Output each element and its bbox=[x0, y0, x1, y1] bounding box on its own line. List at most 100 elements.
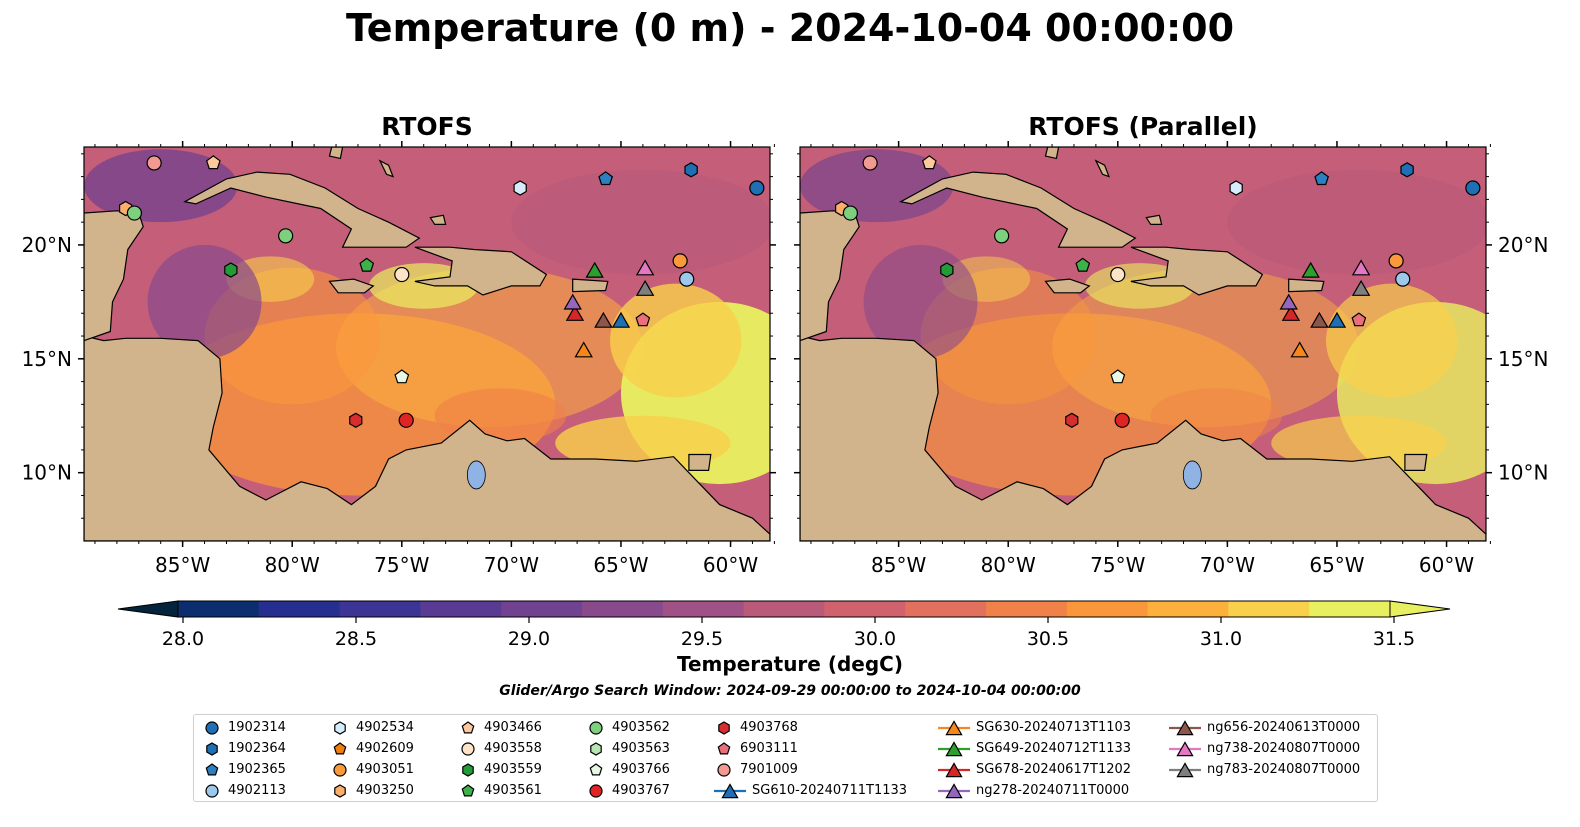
land-mass bbox=[688, 453, 712, 471]
legend-item: SG610-20240711T1133 bbox=[714, 780, 907, 801]
colorbar-tick-label: 30.5 bbox=[1027, 628, 1069, 650]
legend-marker bbox=[721, 782, 739, 798]
legend-item: ng738-20240807T0000 bbox=[1169, 738, 1360, 759]
land-mass bbox=[899, 171, 1137, 248]
legend-marker bbox=[945, 719, 963, 735]
lon-tick-label: 80°W bbox=[981, 553, 1036, 577]
colorbar-swatch bbox=[501, 601, 583, 617]
lon-tick-label: 75°W bbox=[1090, 553, 1145, 577]
marker-SG678-20240617T1202 bbox=[565, 305, 585, 321]
land-mass bbox=[1145, 214, 1163, 225]
legend-label: 4903563 bbox=[612, 741, 670, 756]
lon-tick-label: 85°W bbox=[155, 553, 210, 577]
land-mass bbox=[1094, 159, 1111, 178]
legend-swatch bbox=[589, 783, 603, 798]
legend-swatch bbox=[590, 741, 602, 756]
legend-item: 4903766 bbox=[586, 759, 670, 780]
lon-tick-label: 75°W bbox=[374, 553, 429, 577]
land-mass bbox=[1288, 278, 1325, 293]
temperature-patch bbox=[610, 283, 742, 398]
legend-column: 4903466 4903558 4903559 4903561 bbox=[458, 717, 542, 801]
legend-label: SG649-20240712T1133 bbox=[976, 741, 1132, 756]
legend-label: SG630-20240713T1103 bbox=[976, 720, 1132, 735]
legend-column: 1902314 1902364 1902365 4902113 bbox=[202, 717, 286, 801]
lat-tick-label: 15°N bbox=[1498, 347, 1548, 371]
lat-tick-label: 10°N bbox=[22, 461, 72, 485]
lon-tick-label: 60°W bbox=[1419, 553, 1474, 577]
marker-4903766 bbox=[1110, 369, 1126, 384]
legend-swatch bbox=[938, 740, 970, 756]
colorbar-swatch bbox=[339, 601, 421, 617]
colorbar-tick-label: 29.5 bbox=[681, 628, 723, 650]
colorbar-swatch bbox=[1066, 601, 1149, 617]
legend-swatch bbox=[334, 720, 346, 735]
legend-column: 4902534 4902609 4903051 4903250 bbox=[330, 717, 414, 801]
marker-1902364 bbox=[684, 162, 698, 178]
legend-swatch bbox=[334, 783, 346, 798]
legend-marker bbox=[334, 783, 346, 798]
legend-item: ng783-20240807T0000 bbox=[1169, 759, 1360, 780]
legend-column: SG630-20240713T1103 SG649-20240712T1133 SG… bbox=[938, 717, 1131, 801]
legend-item: 4902609 bbox=[330, 738, 414, 759]
legend-swatch bbox=[461, 741, 475, 756]
legend-swatch bbox=[1169, 761, 1201, 777]
legend-swatch bbox=[462, 762, 474, 777]
land-mass bbox=[183, 171, 421, 248]
legend-swatch bbox=[205, 783, 219, 798]
legend-item: 4903561 bbox=[458, 780, 542, 801]
legend-item: 7901009 bbox=[714, 759, 907, 780]
legend-item: 4903051 bbox=[330, 759, 414, 780]
colorbar-min-extend bbox=[117, 600, 179, 618]
lat-tick-label: 15°N bbox=[22, 347, 72, 371]
legend-marker bbox=[333, 741, 347, 754]
legend: 1902314 1902364 1902365 4902113 4902534 49026… bbox=[193, 714, 1378, 802]
legend-item: 1902314 bbox=[202, 717, 286, 738]
lon-tick-label: 70°W bbox=[484, 553, 539, 577]
lat-tick-label: 20°N bbox=[1498, 233, 1548, 257]
marker-4902113 bbox=[1395, 271, 1411, 287]
marker-6903111 bbox=[635, 312, 651, 327]
legend-marker bbox=[718, 720, 730, 735]
legend-marker bbox=[333, 762, 347, 777]
lon-tick-label: 80°W bbox=[265, 553, 320, 577]
land-mass bbox=[414, 246, 548, 296]
legend-item: 6903111 bbox=[714, 738, 907, 759]
marker-4903051 bbox=[672, 253, 688, 269]
panel-title-rtofs-parallel: RTOFS (Parallel) bbox=[1028, 112, 1258, 141]
temperature-patch bbox=[1271, 415, 1447, 471]
legend-swatch bbox=[333, 762, 347, 777]
legend-item: 4903563 bbox=[586, 738, 670, 759]
marker-ng783-20240807T0000 bbox=[635, 279, 655, 296]
lat-tick-label: 10°N bbox=[1498, 461, 1548, 485]
marker-ng278-20240711T0000 bbox=[1279, 293, 1298, 310]
marker-SG610-20240711T1133 bbox=[611, 311, 631, 328]
legend-label: 4903466 bbox=[484, 720, 542, 735]
colorbar-tick-label: 29.0 bbox=[508, 628, 550, 650]
legend-swatch bbox=[714, 782, 746, 798]
land-mass bbox=[1044, 278, 1091, 294]
map-panel-left: 85°W 80°W 75°W 70°W 65°W 60°W 20°N 15°N 10°N bbox=[22, 141, 776, 577]
legend-marker bbox=[462, 762, 474, 777]
legend-marker bbox=[461, 741, 475, 756]
legend-item: 4903562 bbox=[586, 717, 670, 738]
marker-ng738-20240807T0000 bbox=[635, 259, 655, 276]
land-mass bbox=[328, 278, 375, 294]
legend-label: 4902113 bbox=[228, 783, 286, 798]
land-mass bbox=[572, 278, 609, 293]
marker-1902364 bbox=[1400, 162, 1414, 178]
legend-item: 4903768 bbox=[714, 717, 907, 738]
legend-marker bbox=[461, 720, 475, 733]
legend-marker bbox=[1176, 719, 1194, 735]
legend-label: 4903768 bbox=[740, 720, 798, 735]
legend-marker bbox=[945, 761, 963, 777]
legend-swatch bbox=[717, 762, 731, 777]
marker-4903562 bbox=[842, 205, 859, 221]
legend-swatch bbox=[333, 741, 347, 754]
search-window-caption: Glider/Argo Search Window: 2024-09-29 00… bbox=[499, 683, 1081, 699]
marker-4903558 bbox=[1110, 266, 1126, 283]
colorbar-tick-label: 30.0 bbox=[854, 628, 896, 650]
colorbar-swatch bbox=[1309, 601, 1391, 617]
lat-tick-label: 20°N bbox=[22, 233, 72, 257]
marker-ng278-20240711T0000 bbox=[563, 293, 582, 310]
marker-ng738-20240807T0000 bbox=[1351, 259, 1371, 276]
